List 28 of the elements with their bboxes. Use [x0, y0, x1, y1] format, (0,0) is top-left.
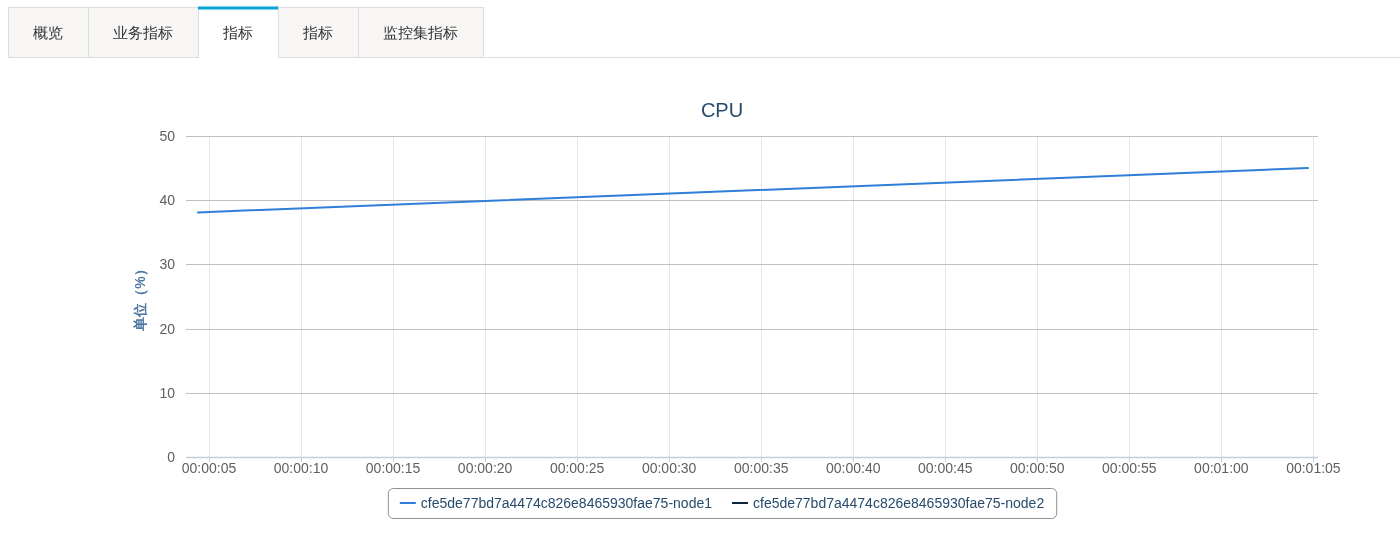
legend-label: cfe5de77bd7a4474c826e8465930fae75-node2 [753, 495, 1045, 511]
tab-label: 业务指标 [113, 24, 173, 41]
x-tick-label: 00:00:10 [273, 460, 329, 476]
x-tick-label: 00:00:40 [826, 460, 881, 476]
y-tick-label: 20 [159, 320, 175, 337]
tab-label: 指标 [223, 24, 253, 41]
y-tick-label: 0 [167, 449, 175, 465]
y-tick-label: 30 [159, 256, 175, 273]
y-tick-label: 10 [159, 384, 175, 401]
x-tick-label: 00:00:45 [918, 460, 973, 476]
x-tick-label: 00:00:05 [181, 460, 237, 476]
x-tick-label: 00:01:00 [1194, 460, 1249, 476]
x-tick-label: 00:00:30 [641, 460, 697, 476]
y-tick-label: 40 [159, 192, 175, 209]
tab-label: 概览 [33, 24, 63, 41]
x-tick-label: 00:00:50 [1010, 460, 1065, 476]
tab-label: 监控集指标 [383, 24, 458, 41]
x-tick-label: 00:00:35 [733, 460, 789, 476]
tab-label: 指标 [303, 24, 333, 41]
y-tick-label: 50 [159, 128, 175, 144]
legend-label: cfe5de77bd7a4474c826e8465930fae75-node1 [420, 495, 712, 511]
x-tick-label: 00:00:15 [365, 460, 421, 476]
y-axis-title: 单位（%） [132, 262, 148, 331]
x-tick-label: 00:00:25 [549, 460, 605, 476]
x-tick-label: 00:01:05 [1286, 460, 1341, 476]
x-tick-label: 00:00:55 [1102, 460, 1157, 476]
x-tick-label: 00:00:20 [457, 460, 513, 476]
title: CPU [700, 99, 744, 121]
